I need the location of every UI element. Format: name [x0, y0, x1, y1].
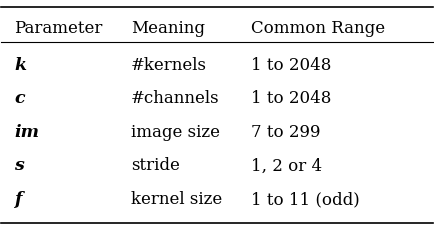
Text: kernel size: kernel size — [131, 190, 222, 207]
Text: s: s — [14, 157, 24, 174]
Text: 1 to 2048: 1 to 2048 — [251, 90, 332, 107]
Text: 1 to 2048: 1 to 2048 — [251, 56, 332, 73]
Text: #kernels: #kernels — [131, 56, 207, 73]
Text: f: f — [14, 190, 22, 207]
Text: Meaning: Meaning — [131, 20, 205, 37]
Text: stride: stride — [131, 157, 180, 174]
Text: #channels: #channels — [131, 90, 219, 107]
Text: im: im — [14, 123, 39, 140]
Text: k: k — [14, 56, 26, 73]
Text: 1, 2 or 4: 1, 2 or 4 — [251, 157, 322, 174]
Text: Common Range: Common Range — [251, 20, 386, 37]
Text: image size: image size — [131, 123, 220, 140]
Text: 1 to 11 (odd): 1 to 11 (odd) — [251, 190, 360, 207]
Text: Parameter: Parameter — [14, 20, 103, 37]
Text: 7 to 299: 7 to 299 — [251, 123, 321, 140]
Text: c: c — [14, 90, 25, 107]
